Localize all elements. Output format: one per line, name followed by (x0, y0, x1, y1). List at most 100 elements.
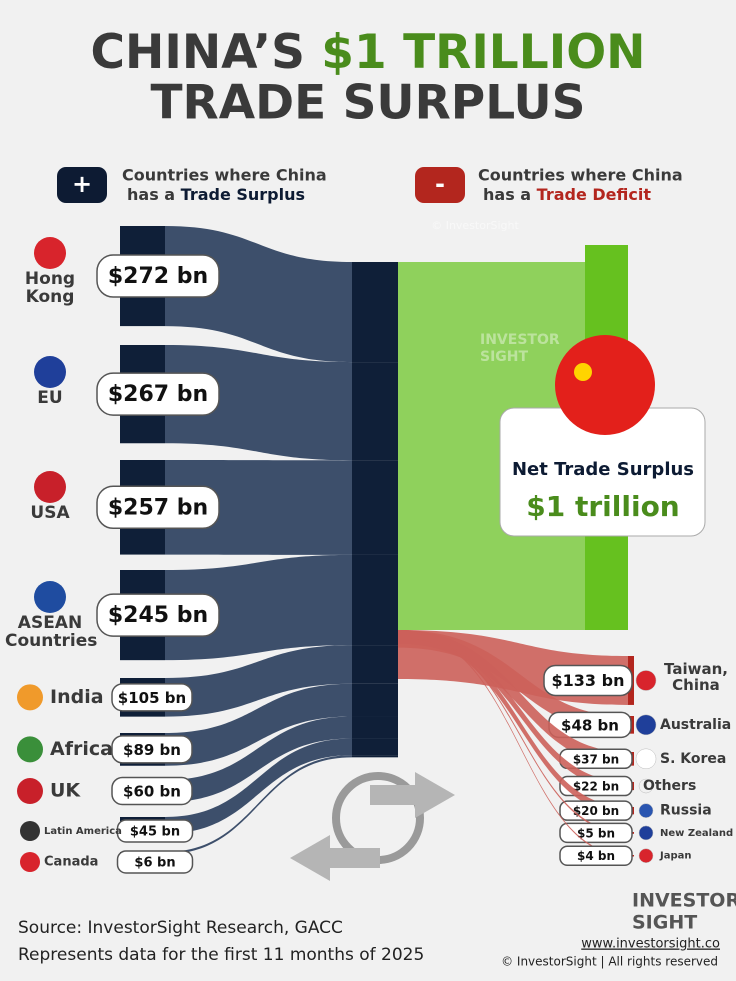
legend-text: Countries where China (122, 166, 327, 185)
legend-text: has a Trade Deficit (483, 185, 651, 204)
arrow (290, 835, 380, 881)
legend-highlight: Trade Surplus (181, 185, 305, 204)
legend-swatch (57, 167, 107, 203)
flow (165, 738, 352, 834)
flag (20, 821, 40, 841)
watermark: INVESTOR (480, 332, 560, 348)
brand: SIGHT (632, 912, 697, 934)
country-name: USA (30, 503, 70, 523)
flag (635, 670, 657, 691)
value-label-box (111, 683, 193, 712)
value-label-box (559, 845, 633, 866)
legend-symbol: - (435, 170, 445, 198)
value-label: $245 bn (108, 603, 208, 628)
legend-symbol: + (72, 170, 92, 198)
flag (20, 852, 40, 872)
watermark: SIGHT (480, 349, 529, 365)
value-label: $60 bn (123, 783, 181, 801)
value-label-box (96, 372, 220, 416)
center-node (352, 716, 398, 739)
flag (34, 356, 66, 388)
copyright: © InvestorSight | All rights reserved (501, 955, 718, 969)
country-name: Others (643, 778, 696, 794)
value-label-box (116, 850, 194, 874)
flag (17, 736, 43, 763)
china-flag-star (574, 363, 592, 381)
value-label-box (96, 254, 220, 298)
watermark: © InvestorSight (431, 219, 519, 232)
country-name: EU (37, 388, 63, 408)
brand: INVESTOR (632, 890, 736, 912)
value-label: $272 bn (108, 264, 208, 289)
center-node (352, 460, 398, 555)
country-name: Africa (50, 738, 113, 760)
flow (165, 716, 352, 803)
flag (34, 237, 66, 269)
legend-text: Countries where China (478, 166, 683, 185)
value-label: $48 bn (561, 716, 619, 734)
center-node (352, 755, 398, 758)
flow (398, 630, 628, 734)
legend-text: has a (483, 185, 531, 204)
center-node (352, 362, 398, 461)
website: www.investorsight.co (581, 937, 720, 952)
flow (165, 755, 352, 855)
china-flag (555, 335, 655, 435)
arrow (370, 772, 455, 818)
legend-text: has a Trade Surplus (127, 185, 305, 204)
center-node (352, 683, 398, 717)
value-label-box (559, 775, 633, 797)
country-name: Russia (660, 803, 712, 819)
value-label-box (111, 776, 193, 806)
value-label: $22 bn (573, 780, 619, 794)
country-name: India (50, 686, 104, 708)
title-part: CHINA’S (91, 25, 305, 80)
flag (638, 778, 654, 794)
net-value-label: $1 trillion (526, 490, 679, 523)
legend-highlight: Trade Deficit (537, 185, 652, 204)
value-label: $4 bn (577, 849, 615, 863)
country-name: New Zealand (660, 828, 733, 839)
country-name: ASEAN Countries (5, 613, 98, 651)
value-label: $6 bn (134, 856, 175, 871)
value-label: $20 bn (573, 804, 619, 818)
country-name: Hong Kong (24, 269, 76, 307)
net-label: Net Trade Surplus (512, 459, 694, 480)
country-name: Canada (44, 855, 98, 870)
value-label-box (111, 735, 193, 764)
country-name: UK (50, 780, 81, 802)
country-name: Australia (660, 717, 731, 733)
flag (17, 778, 43, 805)
country-name: Japan (659, 851, 692, 862)
flag (638, 825, 654, 841)
chart-title: CHINA’S $1 TRILLION (91, 25, 646, 80)
value-label: $37 bn (573, 752, 619, 766)
value-label: $105 bn (118, 689, 186, 707)
center-node (352, 554, 398, 646)
flag (34, 471, 66, 503)
center-node (352, 262, 398, 363)
value-label: $45 bn (130, 825, 180, 840)
value-label-box (116, 819, 194, 843)
flag (638, 803, 654, 818)
value-label-box (559, 822, 633, 844)
value-label-box (543, 664, 633, 697)
value-label-box (96, 593, 220, 637)
country-name: Taiwan, China (664, 660, 728, 695)
center-node (352, 738, 398, 756)
legend-text: has a (127, 185, 175, 204)
flow (165, 683, 352, 766)
note: Represents data for the first 11 months … (18, 945, 424, 965)
value-label: $133 bn (552, 671, 625, 690)
flow (165, 460, 352, 555)
value-label: $89 bn (123, 741, 181, 759)
flow (165, 345, 352, 461)
value-label: $267 bn (108, 382, 208, 407)
value-label: $257 bn (108, 495, 208, 520)
value-label: $5 bn (577, 826, 615, 840)
flag (635, 714, 657, 736)
title-highlight: $1 TRILLION (321, 25, 645, 80)
flag (17, 684, 43, 711)
country-name: S. Korea (660, 751, 726, 767)
center-node (352, 645, 398, 684)
